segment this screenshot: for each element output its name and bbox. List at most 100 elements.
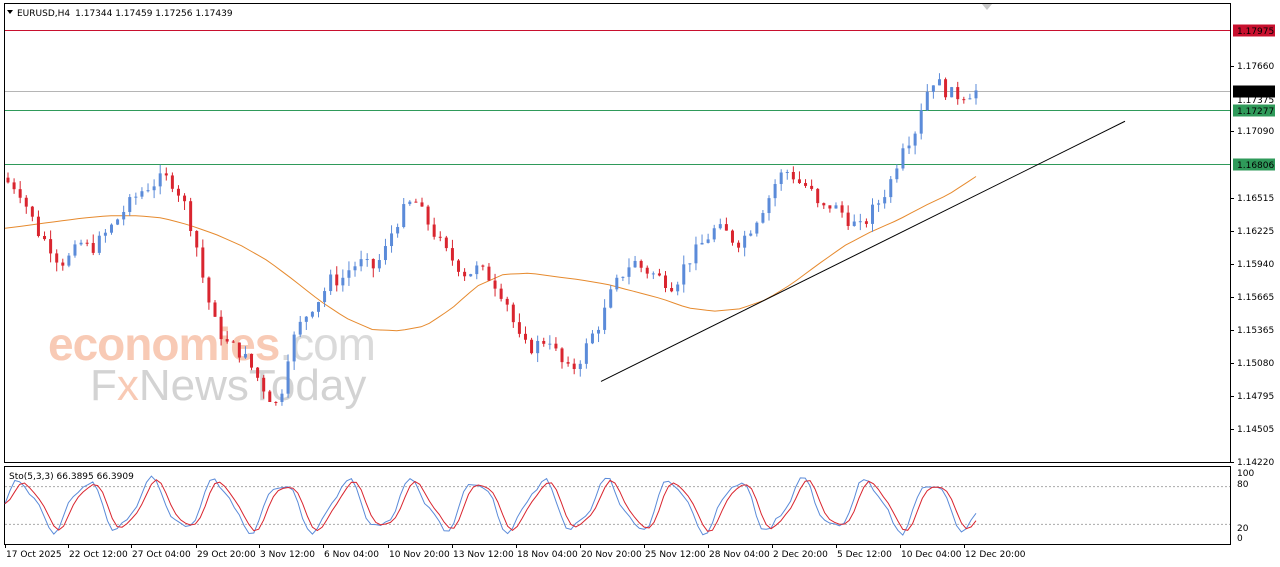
price-badge-label: 1.16806 — [1237, 161, 1274, 171]
candle-body — [828, 205, 832, 209]
price-badge-resistance — [1233, 24, 1275, 37]
watermark-x: x — [117, 361, 139, 410]
candle-body — [664, 275, 668, 288]
price-badge-label: 1.17975 — [1237, 27, 1274, 37]
trendline[interactable] — [600, 120, 1126, 382]
candle-body — [676, 284, 680, 292]
candle-body — [755, 222, 759, 234]
candle-body — [61, 262, 65, 266]
candle-body — [877, 203, 881, 205]
moving-average — [4, 176, 977, 332]
candle-body — [67, 255, 71, 266]
candle-body — [536, 340, 540, 354]
candle-body — [359, 259, 363, 267]
candle-body — [323, 291, 327, 303]
candle-body — [791, 172, 795, 180]
symbol-dropdown-icon[interactable] — [7, 10, 13, 14]
candle-body — [390, 233, 394, 247]
candle-body — [195, 230, 199, 248]
candle-body — [609, 289, 613, 308]
candle-body — [627, 267, 631, 277]
y-tick-label: 1.14795 — [1237, 392, 1274, 402]
candle-body — [103, 232, 107, 236]
candle-body — [712, 228, 716, 240]
candle-body — [122, 211, 126, 220]
candle-body — [432, 224, 436, 237]
stoch-level-0: 0 — [1237, 534, 1243, 544]
price-badge-support — [1233, 104, 1275, 117]
candle-body — [566, 362, 570, 364]
candle-body — [274, 401, 278, 403]
candle-body — [651, 273, 655, 275]
candle-body — [645, 267, 649, 274]
candle-body — [864, 221, 868, 224]
price-badge-last_price — [1233, 85, 1275, 98]
main-price-panel[interactable] — [4, 3, 1231, 463]
candle-body — [816, 188, 820, 204]
candle-body — [365, 259, 369, 261]
watermark-f: F — [90, 361, 117, 410]
candle-body — [767, 198, 771, 214]
candle-body — [956, 87, 960, 100]
candle-body — [304, 316, 308, 322]
candle-body — [968, 98, 972, 100]
candle-body — [785, 172, 789, 174]
candle-body — [950, 87, 954, 98]
ohlc-values: 1.17344 1.17459 1.17256 1.17439 — [75, 9, 233, 19]
ma-line — [4, 176, 977, 332]
y-tick-label: 1.15665 — [1237, 293, 1274, 303]
candle-body — [475, 265, 479, 275]
candle-body — [438, 236, 442, 238]
candle-body — [615, 277, 619, 290]
candle-body — [12, 182, 16, 190]
price-badge-label: 1.17375 — [1237, 96, 1274, 106]
candle-body — [469, 274, 473, 277]
candle-body — [450, 248, 454, 261]
candle-body — [822, 203, 826, 206]
shift-marker-icon[interactable] — [982, 4, 992, 10]
candle-body — [743, 235, 747, 248]
candle-body — [846, 212, 850, 226]
candle-body — [347, 270, 351, 278]
candle-body — [554, 343, 558, 349]
y-tick-label: 1.15940 — [1237, 260, 1274, 270]
y-tick-label: 1.17090 — [1237, 127, 1274, 137]
candle-body — [183, 195, 187, 202]
stoch-level-80: 80 — [1237, 480, 1249, 490]
stoch-signal-line — [4, 479, 977, 532]
candle-body — [542, 340, 546, 344]
candle-body — [353, 266, 357, 271]
stoch-level-20: 20 — [1237, 524, 1249, 534]
x-tick-label: 25 Nov 12:00 — [645, 550, 706, 560]
svg-text:FxNewsToday: FxNewsToday — [90, 361, 366, 410]
x-tick-label: 2 Dec 20:00 — [773, 550, 828, 560]
x-tick-label: 22 Oct 12:00 — [69, 550, 128, 560]
candle-body — [682, 264, 686, 285]
candle-body — [262, 377, 266, 392]
candle-body — [170, 175, 174, 189]
candle-body — [578, 363, 582, 370]
candle-body — [24, 197, 28, 207]
x-tick-label: 5 Dec 12:00 — [837, 550, 892, 560]
candle-body — [804, 183, 808, 186]
candle-body — [639, 260, 643, 268]
x-tick-label: 10 Nov 20:00 — [389, 550, 450, 560]
candle-body — [231, 341, 235, 343]
x-tick-label: 13 Nov 12:00 — [453, 550, 514, 560]
candle-body — [761, 213, 765, 223]
y-tick-label: 1.14220 — [1237, 458, 1274, 468]
candle-body — [493, 280, 497, 289]
candle-body — [657, 273, 661, 276]
candle-body — [402, 204, 406, 228]
watermark-newstoday: NewsToday — [139, 361, 366, 410]
price-badge-label: 1.17439 — [1237, 88, 1274, 98]
candle-body — [116, 219, 120, 225]
stochastic-panel[interactable] — [4, 466, 1231, 545]
candle-body — [79, 242, 83, 245]
candle-body — [603, 307, 607, 330]
candle-body — [18, 189, 22, 198]
candle-body — [724, 224, 728, 231]
candle-body — [913, 133, 917, 146]
